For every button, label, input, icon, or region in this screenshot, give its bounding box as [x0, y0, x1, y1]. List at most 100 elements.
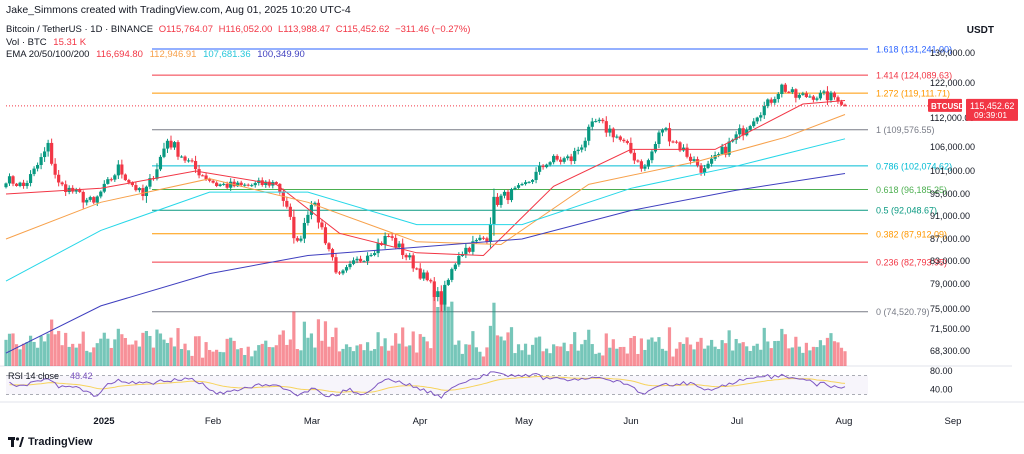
ema-legend-row[interactable]: EMA 20/50/100/200 116,694.80 112,946.91 … [6, 49, 470, 62]
ohlc-low: L113,988.47 [277, 24, 331, 35]
candle-body [365, 255, 370, 262]
candle-body [622, 139, 626, 142]
volume-bar [587, 329, 591, 366]
candle-body [158, 156, 163, 170]
candle [464, 243, 468, 259]
volume-bar [731, 350, 735, 366]
candle [766, 98, 770, 109]
volume-bar [327, 346, 331, 366]
ohlc-high: H116,052.00 [218, 24, 273, 35]
candle-body [200, 175, 205, 177]
volume-value: 15.31 K [53, 36, 87, 48]
volume-bar [839, 347, 844, 366]
ema100-value: 107,681.36 [203, 49, 251, 60]
volume-bar [134, 340, 138, 366]
candle-body [818, 92, 823, 99]
candle-body [632, 152, 636, 161]
volume-bar [706, 345, 710, 366]
fib-level-label: 1.272 (119,111.71) [876, 89, 950, 99]
fibonacci-extension: 1.618 (131,241.00) 1.414 (124,089.63) 1.27… [152, 45, 952, 317]
volume-bar [713, 346, 717, 366]
candle-body [587, 126, 591, 141]
volume-bar [825, 337, 830, 366]
candle-body [222, 183, 226, 185]
candle [450, 267, 454, 283]
fib-level-label: 0.786 (102,074.62) [876, 161, 952, 171]
candle [74, 187, 78, 194]
symbol-tag-bg [928, 98, 962, 112]
candle [383, 232, 387, 249]
volume-bar [222, 352, 226, 366]
candle-body [769, 99, 773, 103]
volume-bar [667, 327, 672, 366]
volume-bar [629, 337, 633, 366]
volume-bar [748, 350, 752, 366]
candle-body [804, 93, 808, 98]
volume-bar [288, 339, 292, 366]
volume-bar [250, 356, 254, 366]
candle [302, 217, 306, 244]
candle [60, 181, 64, 187]
candle-body [327, 243, 331, 250]
volume-bar [755, 343, 759, 366]
volume-bar [130, 344, 134, 366]
candle-body [162, 148, 166, 157]
volume-bar [495, 335, 500, 366]
candle [211, 179, 215, 184]
candle [545, 163, 549, 169]
candle [162, 142, 166, 159]
candle [422, 269, 426, 281]
candle-body [699, 165, 703, 173]
candle-body [109, 179, 113, 181]
candle-body [81, 191, 85, 203]
candle-body [453, 264, 457, 270]
volume-bar [724, 343, 728, 366]
volume-bar [783, 334, 787, 366]
candle-body [418, 268, 422, 279]
candle-body [576, 149, 580, 152]
candle [285, 196, 289, 209]
candle-body [11, 176, 15, 184]
candle-body [334, 257, 338, 273]
fib-level-label: 1.618 (131,241.00) [876, 45, 952, 55]
candle-body [288, 206, 292, 217]
candle-body [815, 98, 819, 100]
volume-legend-row[interactable]: Vol · BTC 15.31 K [6, 37, 470, 50]
volume-bar [401, 327, 405, 366]
candle [780, 83, 784, 98]
candle-body [650, 151, 654, 161]
candle-body [615, 136, 619, 138]
volume-bar [197, 336, 201, 366]
candle [53, 158, 57, 179]
volume-bar [193, 336, 198, 366]
tradingview-logo-icon [8, 437, 24, 447]
candle [425, 270, 429, 282]
volume-bar [464, 344, 468, 366]
candle [120, 159, 124, 179]
volume-bar [246, 346, 250, 366]
volume-bar [71, 343, 75, 366]
tradingview-logo[interactable]: TradingView [8, 436, 93, 448]
candle-body [457, 255, 461, 265]
candle-body [183, 156, 187, 161]
candle [158, 154, 163, 172]
candle-body [717, 154, 721, 156]
volume-bar [309, 333, 314, 366]
candle-body [165, 140, 170, 149]
volume-bar [380, 346, 384, 366]
volume-bar [516, 344, 521, 366]
candle [429, 278, 433, 284]
candle-body [646, 160, 651, 167]
candle [88, 195, 92, 202]
candle [636, 159, 640, 163]
candle-body [485, 238, 489, 242]
candle [113, 173, 117, 182]
candle [365, 252, 370, 265]
volume-bar [520, 350, 524, 366]
candle [415, 267, 419, 271]
symbol-legend-row[interactable]: Bitcoin / TetherUS · 1D · BINANCE O115,7… [6, 24, 470, 37]
price-tick-label: 106,000.00 [930, 142, 975, 152]
candle [102, 180, 106, 194]
candle-body [752, 121, 756, 127]
